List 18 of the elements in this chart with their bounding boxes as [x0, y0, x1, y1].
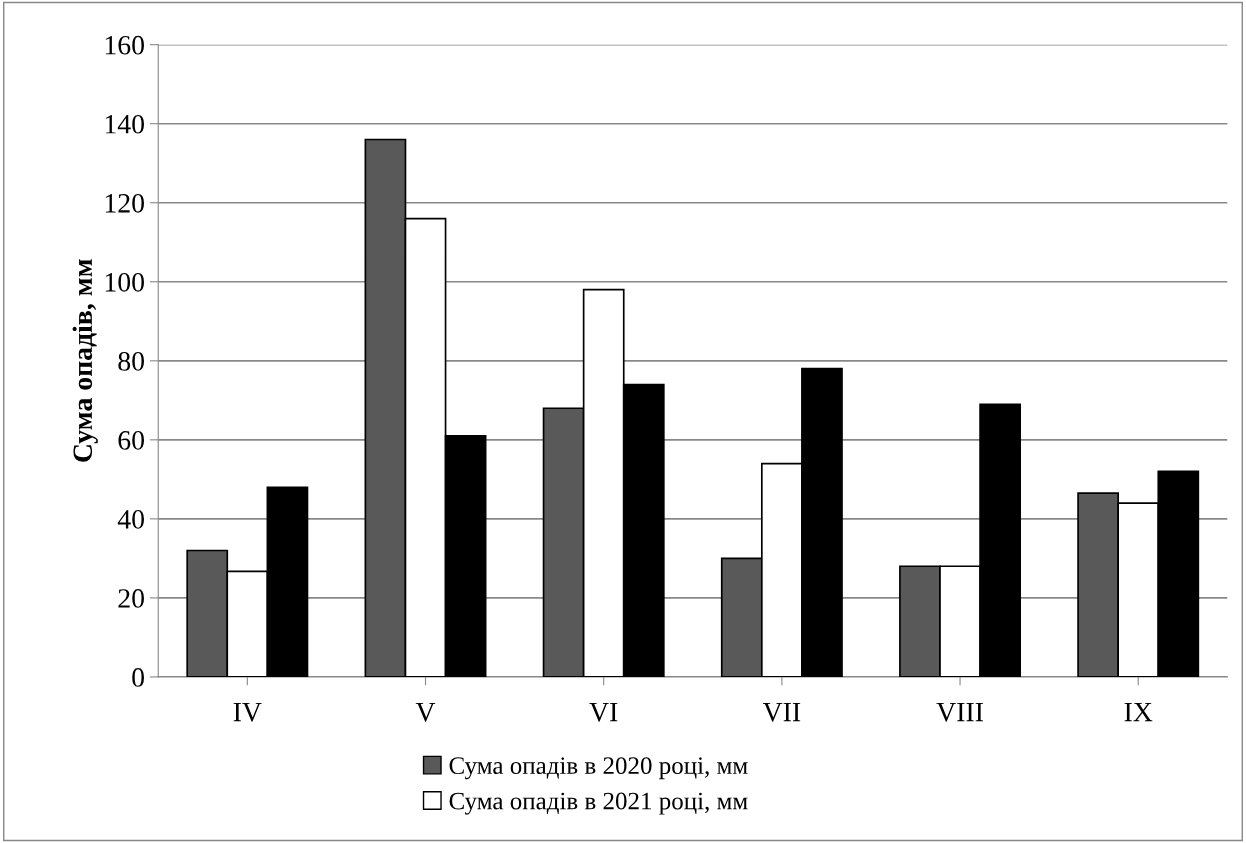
y-tick-label: 20: [118, 589, 144, 608]
y-tick-label: 140: [105, 114, 144, 134]
legend-label: Сума опадів в 2021 році, мм: [449, 792, 748, 815]
y-tick-label: 120: [105, 193, 144, 213]
x-tick-label: VI: [589, 703, 618, 722]
x-tick-label: VII: [762, 703, 801, 722]
x-tick-label: IX: [1124, 703, 1153, 722]
y-tick-label: 60: [118, 431, 144, 450]
y-tick-label: 0: [132, 668, 144, 687]
x-tick-label: VIII: [936, 703, 983, 722]
y-axis-title: Сума опадів, мм: [72, 259, 98, 462]
y-tick-label: 160: [105, 35, 144, 55]
legend-label: Сума опадів в 2020 році, мм: [449, 757, 748, 780]
y-tick-label: 40: [117, 510, 144, 529]
y-tick-label: 100: [105, 272, 144, 292]
y-tick-label: 80: [118, 351, 144, 371]
x-tick-label: IV: [233, 703, 262, 722]
x-tick-label: V: [415, 703, 436, 722]
